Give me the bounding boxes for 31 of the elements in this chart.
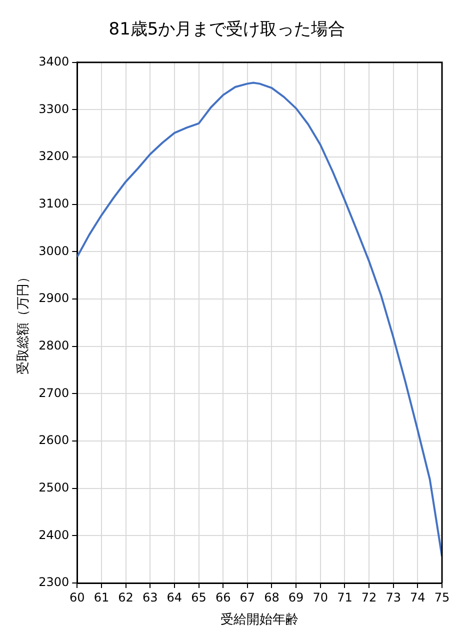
x-tick-label: 72 <box>361 590 377 604</box>
x-tick-label: 74 <box>410 590 426 604</box>
y-tick-label: 2500 <box>38 480 70 494</box>
x-tick-label: 67 <box>240 590 256 604</box>
y-tick-label: 3300 <box>38 102 70 116</box>
x-tick-label: 64 <box>166 590 182 604</box>
y-tick-label: 2600 <box>38 433 70 448</box>
chart-title: 81歳5か月まで受け取った場合 <box>108 20 346 40</box>
y-tick-label: 2800 <box>38 338 70 352</box>
x-tick-label: 66 <box>215 590 231 604</box>
x-tick-label: 75 <box>434 590 450 604</box>
y-tick-label: 3400 <box>38 54 70 69</box>
y-tick-label: 3200 <box>38 149 70 164</box>
y-tick-label: 3100 <box>38 196 70 211</box>
x-tick-label: 71 <box>337 590 352 604</box>
y-tick-label: 2900 <box>38 291 70 306</box>
x-tick-label: 61 <box>94 590 110 604</box>
y-tick-label: 2700 <box>38 386 70 400</box>
x-tick-label: 68 <box>264 590 280 604</box>
x-tick-label: 63 <box>142 590 158 604</box>
x-tick-label: 60 <box>70 590 85 604</box>
y-axis-title: 受取総額（万円） <box>16 270 32 375</box>
x-tick-label: 62 <box>118 590 134 604</box>
y-tick-label: 2300 <box>38 575 70 590</box>
x-axis-title: 受給開始年齢 <box>220 612 299 628</box>
y-tick-label: 2400 <box>38 528 70 542</box>
x-tick-label: 69 <box>288 590 304 604</box>
x-tick-label: 65 <box>191 590 206 604</box>
x-tick-label: 70 <box>312 590 328 604</box>
y-tick-label: 3000 <box>38 244 70 258</box>
x-tick-label: 73 <box>386 590 401 604</box>
